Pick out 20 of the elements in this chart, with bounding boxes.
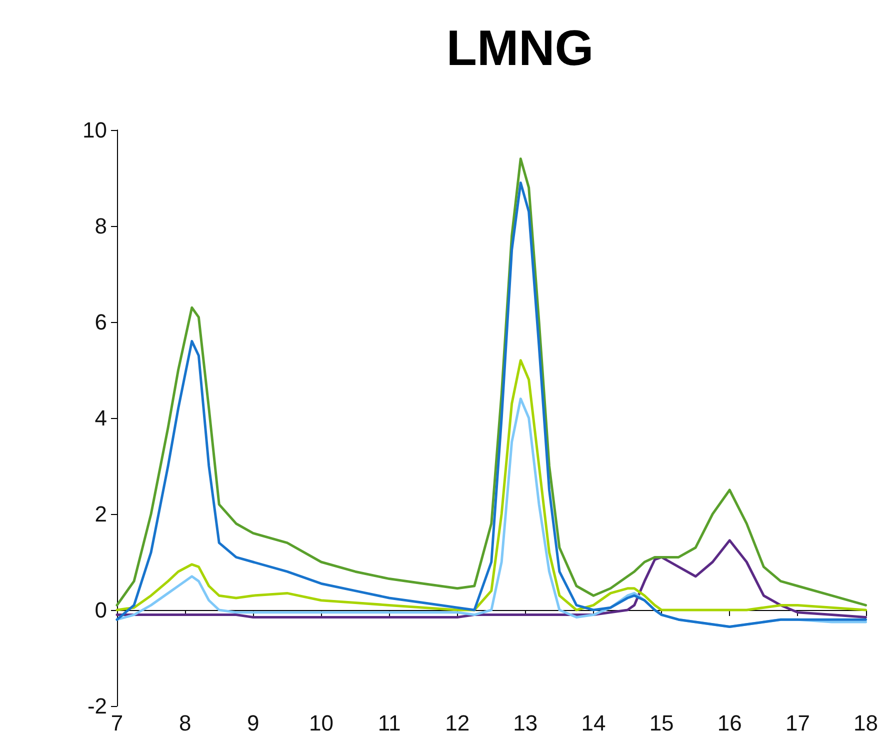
x-tick-label: 11 <box>378 710 401 734</box>
x-tick-label: 15 <box>649 710 674 734</box>
x-tick-label: 18 <box>854 710 878 734</box>
y-tick-label: 6 <box>94 310 107 334</box>
x-tick-label: 13 <box>513 710 538 734</box>
y-tick-label: 4 <box>94 406 107 430</box>
x-tick-label: 9 <box>247 710 260 734</box>
x-tick-label: 12 <box>445 710 470 734</box>
y-tick-label: -2 <box>87 694 107 718</box>
y-tick-label: 8 <box>94 214 107 238</box>
chart-title: LMNG <box>446 20 594 76</box>
y-tick-label: 2 <box>94 502 107 526</box>
x-tick-label: 14 <box>581 710 606 734</box>
x-tick-label: 8 <box>178 710 192 734</box>
y-tick-label: 10 <box>82 118 107 142</box>
x-tick-label: 17 <box>785 710 810 734</box>
y-tick-label: 0 <box>94 598 107 622</box>
x-tick-label: 10 <box>308 710 334 734</box>
x-tick-label: 16 <box>717 710 742 734</box>
x-tick-label: 7 <box>110 710 124 734</box>
